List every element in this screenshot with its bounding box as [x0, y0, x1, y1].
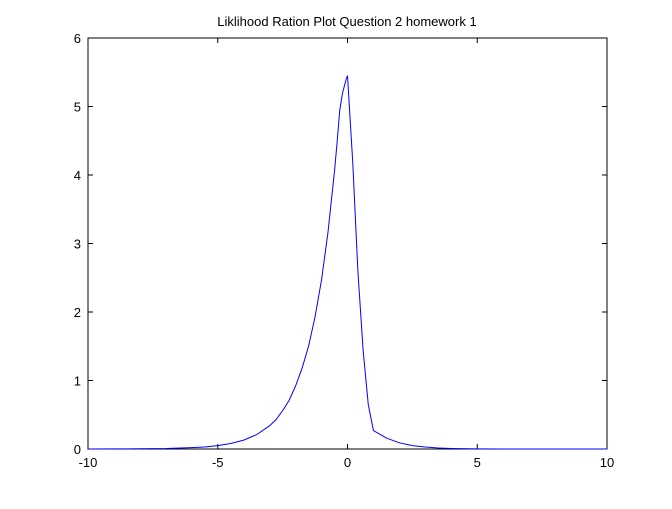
x-tick-label: 5 — [474, 455, 481, 470]
x-tick-label: 10 — [600, 455, 614, 470]
y-tick-label: 1 — [74, 374, 81, 389]
x-tick-label: -5 — [212, 455, 224, 470]
y-tick-label: 6 — [74, 31, 81, 46]
chart-title: Liklihood Ration Plot Question 2 homewor… — [217, 14, 476, 29]
x-tick-label: 0 — [344, 455, 351, 470]
y-axis-ticks: 0 1 2 3 4 5 6 — [74, 31, 607, 457]
x-axis-ticks: -10 -5 0 5 10 — [79, 38, 614, 470]
x-tick-label: -10 — [79, 455, 98, 470]
y-tick-label: 2 — [74, 305, 81, 320]
y-tick-label: 5 — [74, 100, 81, 115]
y-tick-label: 4 — [74, 168, 81, 183]
y-tick-label: 3 — [74, 237, 81, 252]
plot-frame — [87, 37, 608, 450]
series-line — [87, 75, 607, 450]
y-tick-label: 0 — [74, 442, 81, 457]
